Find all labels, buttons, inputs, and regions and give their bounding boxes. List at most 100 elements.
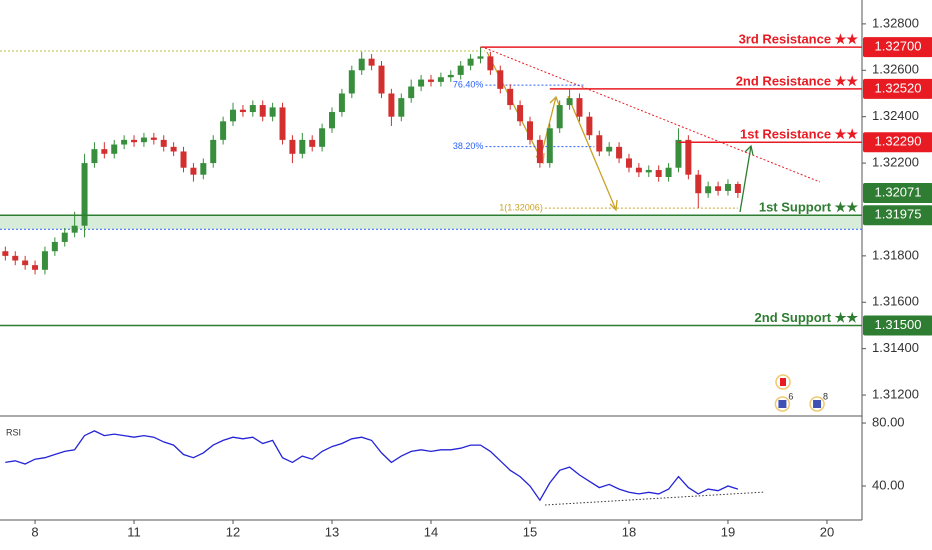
- candle-body: [121, 139, 128, 145]
- arrow: [567, 95, 617, 211]
- candle-body: [487, 56, 494, 71]
- candle-body: [715, 186, 722, 191]
- candle-body: [200, 163, 207, 175]
- event-flag: [778, 400, 787, 408]
- candle-body: [457, 65, 464, 75]
- candle-body: [378, 65, 385, 94]
- candle-body: [259, 105, 266, 117]
- x-tick-label: 8: [31, 524, 38, 539]
- candle-body: [160, 139, 167, 147]
- candle-body: [645, 170, 652, 173]
- candle-body: [319, 128, 326, 147]
- candle-body: [41, 251, 48, 270]
- level-name: 2nd Resistance ★★: [736, 73, 859, 88]
- fib-label: 76.40%: [453, 80, 484, 90]
- level-name: 3rd Resistance ★★: [739, 32, 859, 47]
- candle-body: [269, 107, 276, 117]
- level-badge: [863, 132, 932, 153]
- level-badge-label: 1.31975: [875, 207, 922, 222]
- x-tick-label: 12: [226, 524, 240, 539]
- event-count: 6: [788, 391, 793, 401]
- candle-body: [230, 109, 237, 122]
- level-badge-label: 1.32520: [875, 80, 922, 95]
- level-badge-label: 1.31500: [875, 317, 922, 332]
- candle-body: [101, 149, 108, 154]
- candle-body: [655, 170, 662, 177]
- arrow-head: [744, 144, 754, 156]
- candle-body: [526, 121, 533, 140]
- candle-body: [596, 135, 603, 152]
- candle-body: [635, 167, 642, 173]
- x-tick-label: 15: [523, 524, 537, 539]
- candle-body: [467, 58, 474, 66]
- candle-body: [685, 139, 692, 175]
- candle-body: [170, 146, 177, 152]
- y-tick-label: 1.31400: [872, 340, 919, 355]
- candle-body: [625, 158, 632, 168]
- y-tick-label: 1.31200: [872, 386, 919, 401]
- candle-body: [249, 105, 256, 113]
- candle-body: [586, 116, 593, 136]
- candle-body: [289, 139, 296, 154]
- candle-body: [32, 265, 39, 270]
- candle-body: [665, 167, 672, 177]
- level-badge: [863, 78, 932, 99]
- candle-body: [348, 70, 355, 94]
- support-zone: [0, 215, 862, 230]
- level-name: 1st Support ★★: [759, 200, 858, 215]
- candle-body: [566, 98, 573, 106]
- x-tick-label: 11: [127, 524, 141, 539]
- level-badge-label: 1.32700: [875, 39, 922, 54]
- candle-body: [12, 255, 19, 261]
- candle-body: [388, 93, 395, 117]
- candle-body: [675, 139, 682, 168]
- candle-body: [724, 183, 731, 191]
- candle-body: [447, 74, 454, 78]
- candle-body: [734, 183, 741, 194]
- rsi-title: RSI: [6, 427, 21, 437]
- arrow-head: [609, 199, 618, 212]
- candle-body: [705, 186, 712, 194]
- candle-body: [358, 58, 365, 71]
- candle-body: [418, 79, 425, 87]
- candle-body: [2, 251, 9, 256]
- x-tick-label: 19: [721, 524, 735, 539]
- candle-body: [309, 139, 316, 147]
- candle-body: [408, 86, 415, 99]
- level-badge: [863, 37, 932, 58]
- arrow: [739, 145, 752, 213]
- candle-body: [477, 56, 484, 59]
- candle-body: [546, 128, 553, 164]
- y-tick-label: 1.32400: [872, 108, 919, 123]
- candle-body: [131, 139, 138, 143]
- y-tick-label: 1.32800: [872, 15, 919, 30]
- candle-body: [210, 139, 217, 164]
- canada-event-icon: [775, 374, 791, 390]
- candle-body: [91, 149, 98, 164]
- candle-body: [507, 88, 514, 106]
- candle-body: [695, 174, 702, 194]
- candle-body: [616, 146, 623, 159]
- candle-body: [111, 144, 118, 154]
- level-name: 1st Resistance ★★: [740, 127, 858, 142]
- candle-body: [299, 139, 306, 154]
- candle-body: [140, 137, 147, 143]
- y-tick-label: 1.31600: [872, 294, 919, 309]
- candle-body: [279, 107, 286, 140]
- fib-label: 38.20%: [453, 141, 484, 151]
- y-tick-label: 1.32200: [872, 155, 919, 170]
- candle-body: [606, 146, 613, 152]
- y-tick-label: 1.32600: [872, 62, 919, 77]
- candle-body: [329, 112, 336, 129]
- candle-body: [517, 105, 524, 122]
- candle-body: [220, 121, 227, 140]
- level-badge-label: 1.32290: [875, 134, 922, 149]
- flag: [780, 378, 786, 386]
- level-name: 2nd Support ★★: [755, 310, 859, 325]
- level-badge: [863, 205, 932, 226]
- x-tick-label: 20: [820, 524, 834, 539]
- y-tick-label: 1.31800: [872, 247, 919, 262]
- rsi-y-tick-label: 40.00: [872, 477, 905, 492]
